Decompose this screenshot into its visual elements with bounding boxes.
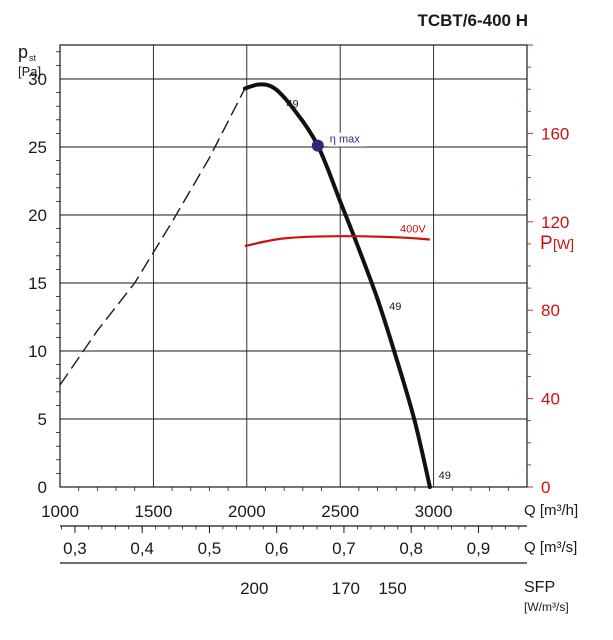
curve-value-label: 49: [389, 301, 401, 313]
x-secondary-tick-label: 0,8: [399, 539, 423, 558]
y-left-axis-label-subscript: st: [29, 53, 37, 63]
y-right-tick-label: 120: [541, 213, 569, 232]
x-secondary-tick-label: 0,5: [198, 539, 222, 558]
x-secondary-axis-label: Q [m³/s]: [524, 539, 577, 556]
y-left-axis-label: p: [18, 42, 28, 62]
y-right-axis-unit: [W]: [553, 236, 574, 252]
y-right-tick-label: 0: [541, 478, 550, 497]
pressure-curve-solid: [242, 82, 432, 489]
eta-max-marker: [311, 139, 324, 152]
y-left-tick-label: 20: [28, 206, 47, 225]
y-left-tick-label: 15: [28, 274, 47, 293]
y-left-tick-label: 30: [28, 70, 47, 89]
x-axis-label: Q [m³/h]: [524, 502, 578, 519]
x-secondary-tick-label: 0,9: [467, 539, 491, 558]
x-secondary-tick-label: 0,7: [332, 539, 356, 558]
y-right-axis-label: P: [540, 233, 553, 254]
pressure-curve-dashed: [59, 88, 246, 386]
eta-max-label: η max: [330, 134, 360, 146]
x-secondary-tick-label: 0,3: [63, 539, 87, 558]
curve-value-label: 49: [286, 98, 298, 110]
y-right-tick-label: 40: [541, 390, 560, 409]
y-left-tick-label: 25: [28, 138, 47, 157]
y-left-axis-unit: [Pa]: [18, 64, 41, 79]
y-right-tick-label: 80: [541, 301, 560, 320]
power-curve: [244, 235, 430, 248]
sfp-tick-label: 200: [240, 579, 268, 598]
power-curve-label: 400V: [400, 223, 426, 235]
curve-value-label: 49: [439, 470, 451, 482]
labels-layer: 400V η max 49 49 49: [286, 98, 450, 481]
sfp-tick-label: 170: [332, 579, 360, 598]
x-tick-label: 1500: [134, 502, 172, 521]
y-left-tick-label: 0: [38, 478, 47, 497]
x-tick-label: 2000: [228, 502, 266, 521]
axes-layer: 0 5 10 15 20 25 30 1000 1500 2000 2500 3000 0 40 80 120…: [28, 44, 569, 598]
y-right-tick-label: 160: [541, 124, 569, 143]
x-tick-label: 2500: [321, 502, 359, 521]
sfp-tick-label: 150: [378, 579, 406, 598]
y-left-tick-label: 10: [28, 342, 47, 361]
curves-layer: [59, 82, 432, 489]
x-secondary-tick-label: 0,6: [265, 539, 289, 558]
sfp-axis-label: SFP: [524, 579, 555, 596]
y-left-tick-label: 5: [38, 410, 47, 429]
x-tick-label: 3000: [415, 502, 453, 521]
x-secondary-tick-label: 0,4: [130, 539, 154, 558]
x-tick-label: 1000: [41, 502, 79, 521]
annotation-background: [327, 132, 366, 147]
chart-title: TCBT/6-400 H: [417, 11, 528, 30]
sfp-axis-unit: [W/m³/s]: [524, 600, 569, 614]
